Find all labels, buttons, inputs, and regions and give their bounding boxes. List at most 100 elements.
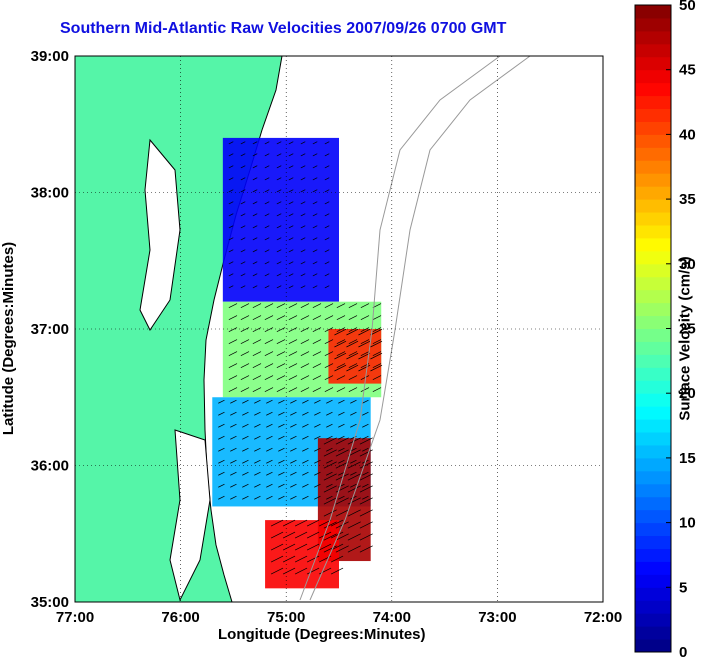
colorbar-segment [635,600,671,614]
velocity-vector [290,435,297,440]
velocity-vector [288,339,298,345]
velocity-vector [348,375,358,381]
velocity-vector [240,225,246,229]
velocity-vector [240,141,246,145]
velocity-vector [276,189,282,193]
velocity-vector [312,327,322,333]
velocity-vector [240,375,250,381]
velocity-vector [218,435,225,440]
velocity-vector [218,483,225,488]
colorbar-segment [635,289,671,304]
velocity-vector [330,543,344,551]
velocity-vector [324,285,330,289]
velocity-vector [359,509,373,517]
colorbar-segment [635,328,671,342]
velocity-vector [240,189,246,193]
velocity-vector [358,352,371,360]
velocity-vector [252,327,262,333]
velocity-vector [359,545,373,553]
velocity-vector [335,497,349,505]
velocity-vector [264,285,270,289]
velocity-vector [335,545,349,553]
velocity-vector [359,521,373,529]
velocity-vector [228,153,234,157]
colorbar-segment [635,302,671,317]
velocity-vector [300,261,306,265]
velocity-vector [318,531,332,539]
colorbar-segment [635,483,671,498]
velocity-vector [323,545,337,553]
y-axis-label: Latitude (Degrees:Minutes) [0,241,18,436]
velocity-vector [312,249,318,253]
colorbar-segment [635,444,671,459]
velocity-vector [288,201,294,205]
velocity-vector [324,141,330,145]
velocity-vector [370,364,383,372]
velocity-vector [324,177,330,181]
velocity-vector [336,327,346,333]
velocity-vector [300,339,310,345]
velocity-vector [264,153,270,157]
x-tick-label: 74:00 [373,609,411,626]
velocity-vector [288,141,294,145]
velocity-vector [347,449,361,457]
velocity-vector [336,387,346,393]
velocity-vector [350,399,357,404]
velocity-vector [336,303,346,309]
velocity-vector [347,533,361,541]
velocity-vector [254,411,261,416]
velocity-vector [288,303,298,309]
velocity-vector [347,497,361,505]
velocity-vector [300,375,310,381]
velocity-vector [242,483,249,488]
velocity-vector [242,411,249,416]
velocity-vector [312,351,322,357]
colorbar-segment [635,212,671,226]
velocity-vector [228,141,234,145]
colorbar-label: Surface Velocity (cm/s) [676,256,694,421]
velocity-vector [334,328,347,336]
velocity-vector [264,303,274,309]
colorbar-segment [635,380,671,394]
velocity-vector [300,387,310,393]
velocity-vector [338,495,345,500]
velocity-vector [302,399,309,404]
velocity-vector [228,363,238,369]
velocity-vector [252,363,262,369]
colorbar-segment [635,626,671,640]
velocity-vector [326,399,333,404]
colorbar-segment [635,613,671,627]
velocity-vector [300,153,306,157]
colorbar-tick-label: 20 [679,385,696,402]
velocity-vector [282,555,296,563]
velocity-vector [324,303,334,309]
velocity-region [265,520,339,589]
velocity-vector [228,249,234,253]
velocity-vector [362,423,369,428]
velocity-vector [360,339,370,345]
velocity-vector [270,519,284,527]
velocity-vector [276,375,286,381]
colorbar-segment [635,315,671,329]
velocity-vector [276,213,282,217]
velocity-vector [264,177,270,181]
velocity-vector [323,509,337,517]
colorbar-segment [635,367,671,381]
velocity-vector [347,437,361,445]
velocity-vector [306,567,320,575]
velocity-vector [302,447,309,452]
velocity-vector [278,471,285,476]
velocity-vector [266,411,273,416]
velocity-vector [359,449,373,457]
velocity-vector [360,375,370,381]
velocity-vector [228,351,238,357]
velocity-vector [278,411,285,416]
velocity-vector [335,449,349,457]
velocity-vector [350,495,357,500]
velocity-vector [276,273,282,277]
velocity-vector [228,225,234,229]
velocity-vector [358,364,371,372]
velocity-vector [278,399,285,404]
velocity-vector [362,399,369,404]
velocity-vector [362,411,369,416]
